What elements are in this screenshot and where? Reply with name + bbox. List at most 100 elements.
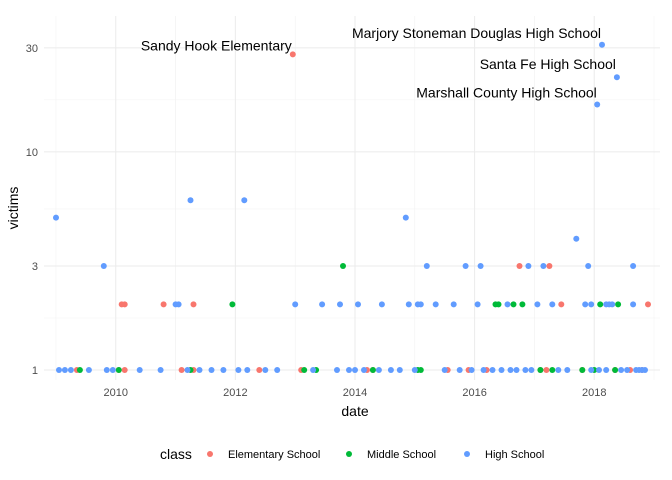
legend: class Elementary School Middle School High… xyxy=(160,446,544,462)
legend-key xyxy=(346,451,352,457)
data-point xyxy=(609,301,616,308)
data-point xyxy=(549,367,556,373)
data-points xyxy=(53,41,651,373)
data-point xyxy=(417,367,424,373)
x-tick-label: 2016 xyxy=(462,387,486,399)
y-tick-label: 10 xyxy=(26,147,38,159)
x-tick-label: 2014 xyxy=(343,387,367,399)
data-point xyxy=(244,367,251,373)
data-point xyxy=(588,301,595,308)
data-point xyxy=(352,367,358,373)
data-point xyxy=(596,367,602,373)
annotation-label: Sandy Hook Elementary xyxy=(141,37,292,53)
data-point xyxy=(103,367,110,373)
data-point xyxy=(588,367,595,373)
data-point xyxy=(85,367,92,373)
y-tick-label: 30 xyxy=(26,43,38,55)
data-point xyxy=(334,367,340,373)
data-point xyxy=(558,301,565,308)
legend-label: High School xyxy=(485,449,544,461)
data-point xyxy=(396,367,403,373)
data-point xyxy=(178,367,185,373)
data-point xyxy=(292,301,299,308)
data-point xyxy=(402,214,409,221)
data-point xyxy=(456,367,463,373)
data-point xyxy=(477,263,484,269)
data-point xyxy=(537,367,544,373)
data-point xyxy=(516,263,523,269)
y-tick-label: 1 xyxy=(32,365,38,377)
grid xyxy=(44,16,660,380)
data-point xyxy=(519,301,526,308)
data-point xyxy=(109,367,116,373)
data-point xyxy=(498,367,505,373)
data-point xyxy=(450,301,457,308)
data-point xyxy=(549,301,556,308)
annotations: Sandy Hook Elementary Marjory Stoneman Do… xyxy=(141,25,616,101)
data-point xyxy=(441,367,448,373)
data-point xyxy=(274,367,281,373)
data-point xyxy=(256,367,263,373)
data-point xyxy=(220,367,227,373)
legend-item: Elementary School xyxy=(207,449,320,461)
data-point xyxy=(599,41,605,48)
data-point xyxy=(76,367,83,373)
data-point xyxy=(121,301,128,308)
x-tick-label: 2012 xyxy=(223,387,247,399)
data-point xyxy=(56,367,62,373)
y-tick-label: 3 xyxy=(32,261,38,273)
x-tick-label: 2018 xyxy=(582,387,606,399)
y-axis-title: victims xyxy=(5,187,21,230)
data-point xyxy=(387,367,394,373)
data-point xyxy=(603,301,610,308)
data-point xyxy=(196,367,203,373)
data-point xyxy=(67,367,74,373)
data-point xyxy=(61,367,68,373)
data-point xyxy=(337,301,343,308)
data-point xyxy=(289,51,296,58)
data-point xyxy=(136,367,143,373)
data-point xyxy=(543,367,550,373)
data-point xyxy=(468,367,475,373)
data-point xyxy=(507,367,514,373)
data-point xyxy=(160,301,167,308)
data-point xyxy=(346,367,352,373)
data-point xyxy=(630,301,637,308)
data-point xyxy=(528,367,535,373)
data-point xyxy=(525,263,532,269)
data-point xyxy=(157,367,164,373)
legend-items: Elementary School Middle School High Schoo… xyxy=(207,449,544,461)
data-point xyxy=(582,301,589,308)
data-point xyxy=(564,367,571,373)
data-point xyxy=(613,74,620,81)
data-point xyxy=(480,367,487,373)
data-point xyxy=(504,301,511,308)
data-point xyxy=(573,235,580,242)
data-point xyxy=(540,263,547,269)
data-point xyxy=(319,301,326,308)
data-point xyxy=(594,101,601,108)
legend-key xyxy=(464,451,470,457)
data-point xyxy=(235,367,242,373)
data-point xyxy=(423,263,430,269)
data-point xyxy=(603,367,610,373)
data-point xyxy=(115,367,122,373)
data-point xyxy=(645,301,651,308)
annotation-label: Marjory Stoneman Douglas High School xyxy=(352,25,601,41)
data-point xyxy=(618,367,625,373)
data-point xyxy=(301,367,308,373)
x-axis-title: date xyxy=(341,403,368,419)
data-point xyxy=(555,367,562,373)
legend-key xyxy=(207,451,213,457)
data-point xyxy=(378,301,385,308)
data-point xyxy=(585,263,592,269)
data-point xyxy=(241,197,248,204)
data-point xyxy=(615,301,622,308)
data-point xyxy=(489,367,496,373)
data-point xyxy=(474,301,481,308)
data-point xyxy=(262,367,269,373)
annotation-label: Marshall County High School xyxy=(416,85,597,101)
legend-label: Elementary School xyxy=(228,449,320,461)
data-point xyxy=(369,367,376,373)
